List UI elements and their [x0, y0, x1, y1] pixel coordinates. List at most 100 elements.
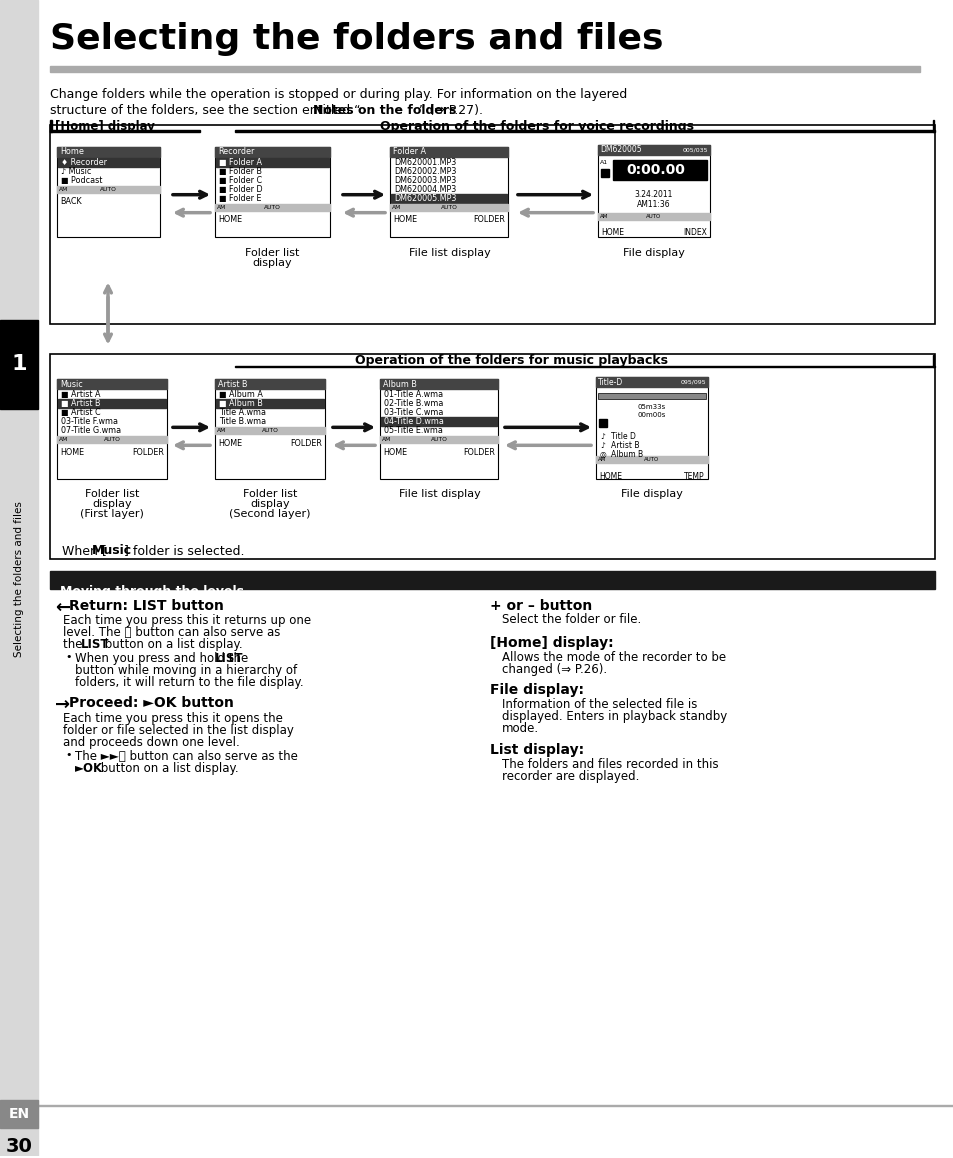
- Text: ■ Folder C: ■ Folder C: [219, 176, 262, 185]
- Text: the: the: [63, 638, 86, 651]
- Bar: [50, 131, 200, 132]
- Text: Title-D: Title-D: [598, 378, 622, 387]
- Text: AUTO: AUTO: [100, 186, 117, 192]
- Bar: [596, 378, 707, 479]
- Text: AUTO: AUTO: [440, 205, 457, 210]
- Text: File display:: File display:: [490, 683, 583, 697]
- Text: AUTO: AUTO: [645, 214, 660, 219]
- Bar: [0, 320, 38, 410]
- Text: AUTO: AUTO: [262, 428, 278, 433]
- Text: AM: AM: [381, 438, 391, 442]
- Text: Folder A: Folder A: [393, 147, 426, 156]
- Text: AM: AM: [599, 214, 608, 219]
- Text: TEMP: TEMP: [683, 471, 704, 481]
- Bar: [598, 145, 709, 236]
- Bar: [57, 380, 167, 479]
- Text: ■ Artist C: ■ Artist C: [61, 409, 100, 417]
- Text: Each time you press this it opens the: Each time you press this it opens the: [63, 712, 283, 725]
- Text: HOME: HOME: [598, 471, 621, 481]
- Text: display: display: [252, 257, 292, 267]
- Bar: [379, 380, 497, 389]
- Text: Each time you press this it returns up one: Each time you press this it returns up o…: [63, 614, 311, 626]
- Text: 05m33s: 05m33s: [638, 404, 665, 410]
- Bar: [214, 204, 330, 211]
- Text: display: display: [250, 499, 290, 510]
- Bar: [215, 400, 324, 409]
- Text: 1: 1: [11, 354, 27, 374]
- Bar: [57, 380, 167, 389]
- Text: ■ Artist A: ■ Artist A: [61, 390, 100, 400]
- Bar: [390, 147, 507, 156]
- Text: DM620004.MP3: DM620004.MP3: [394, 185, 456, 193]
- Text: 03-Title F.wma: 03-Title F.wma: [61, 417, 118, 426]
- Bar: [379, 437, 497, 444]
- Text: ♪: ♪: [599, 441, 604, 450]
- Text: HOME: HOME: [393, 215, 416, 225]
- Bar: [50, 354, 934, 559]
- Text: INDEX: INDEX: [682, 228, 706, 237]
- Text: AUTO: AUTO: [104, 438, 121, 442]
- Text: →: →: [55, 696, 71, 714]
- Text: FOLDER: FOLDER: [462, 448, 495, 456]
- Text: DM620001.MP3: DM620001.MP3: [394, 157, 456, 167]
- Bar: [598, 419, 606, 427]
- Bar: [596, 378, 707, 388]
- Bar: [57, 147, 160, 236]
- Bar: [598, 394, 705, 400]
- Bar: [58, 157, 159, 167]
- Text: HOME: HOME: [600, 228, 623, 237]
- Text: Proceed: ►OK button: Proceed: ►OK button: [69, 696, 233, 710]
- Bar: [0, 0, 38, 1156]
- Bar: [214, 380, 325, 389]
- Text: ■ Artist B: ■ Artist B: [61, 400, 100, 409]
- Bar: [215, 157, 329, 167]
- Text: The folders and files recorded in this: The folders and files recorded in this: [501, 757, 718, 771]
- Bar: [50, 125, 934, 324]
- Text: AUTO: AUTO: [643, 457, 659, 462]
- Bar: [379, 380, 497, 479]
- Text: folders, it will return to the file display.: folders, it will return to the file disp…: [75, 676, 303, 689]
- Text: ←: ←: [55, 599, 71, 617]
- Text: Allows the mode of the recorder to be: Allows the mode of the recorder to be: [501, 651, 725, 664]
- Text: Music: Music: [91, 544, 132, 557]
- Text: EN: EN: [9, 1107, 30, 1121]
- Text: 3.24.2011: 3.24.2011: [634, 190, 673, 199]
- Text: FOLDER: FOLDER: [132, 448, 164, 456]
- Text: Recorder: Recorder: [218, 147, 254, 156]
- Text: Change folders while the operation is stopped or during play. For information on: Change folders while the operation is st…: [50, 88, 626, 101]
- Text: DM620002.MP3: DM620002.MP3: [394, 167, 456, 176]
- Bar: [214, 147, 330, 156]
- Text: Title D: Title D: [610, 432, 636, 441]
- Text: Music: Music: [60, 380, 83, 389]
- Text: (Second layer): (Second layer): [229, 510, 311, 519]
- Text: Album B: Album B: [610, 450, 642, 460]
- Text: ■ Folder B: ■ Folder B: [219, 167, 262, 176]
- Text: structure of the folders, see the section entitled “: structure of the folders, see the sectio…: [50, 104, 360, 117]
- Bar: [596, 456, 707, 463]
- Text: mode.: mode.: [501, 721, 538, 735]
- Text: displayed. Enters in playback standby: displayed. Enters in playback standby: [501, 710, 726, 723]
- Bar: [613, 160, 706, 179]
- Text: ♦ Recorder: ♦ Recorder: [61, 157, 107, 167]
- Text: 00m00s: 00m00s: [638, 412, 665, 418]
- Text: When [: When [: [62, 544, 107, 557]
- Text: Home: Home: [60, 147, 84, 156]
- Bar: [50, 571, 934, 589]
- Text: Operation of the folders for music playbacks: Operation of the folders for music playb…: [355, 354, 667, 367]
- Text: AM: AM: [59, 186, 69, 192]
- Text: Artist B: Artist B: [218, 380, 247, 389]
- Text: ◎: ◎: [599, 450, 606, 460]
- Text: 30: 30: [6, 1137, 32, 1156]
- Text: + or – button: + or – button: [490, 599, 592, 613]
- Bar: [57, 185, 160, 192]
- Text: BACK: BACK: [60, 197, 82, 206]
- Text: AUTO: AUTO: [431, 438, 447, 442]
- Bar: [234, 366, 934, 367]
- Text: AM: AM: [598, 457, 606, 462]
- Bar: [58, 400, 166, 409]
- Text: File list display: File list display: [398, 489, 480, 499]
- Bar: [57, 437, 167, 444]
- Text: ■ Podcast: ■ Podcast: [61, 176, 102, 185]
- Bar: [390, 147, 507, 236]
- Text: Select the folder or file.: Select the folder or file.: [501, 613, 640, 626]
